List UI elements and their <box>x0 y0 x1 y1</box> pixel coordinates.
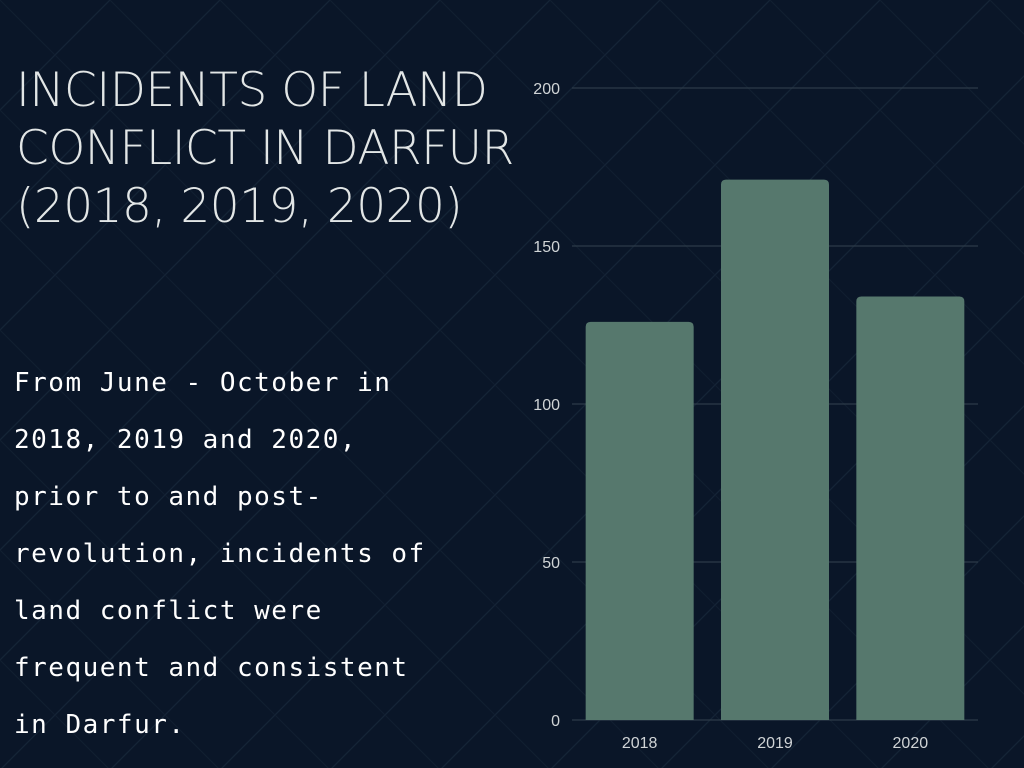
bar-2020 <box>856 296 965 720</box>
page-title: INCIDENTS OF LAND CONFLICT IN DARFUR (20… <box>16 63 514 234</box>
y-tick-label: 150 <box>533 239 560 256</box>
y-tick-label: 100 <box>533 397 560 414</box>
y-tick-label: 0 <box>551 713 560 730</box>
description-text: From June - October in 2018, 2019 and 20… <box>14 368 426 740</box>
bar-2018 <box>585 321 694 720</box>
x-tick-label: 2019 <box>757 735 793 752</box>
y-tick-label: 50 <box>542 555 560 572</box>
x-tick-label: 2020 <box>893 735 929 752</box>
y-tick-label: 200 <box>533 81 560 98</box>
bar-2019 <box>721 179 829 720</box>
x-tick-label: 2018 <box>622 735 658 752</box>
